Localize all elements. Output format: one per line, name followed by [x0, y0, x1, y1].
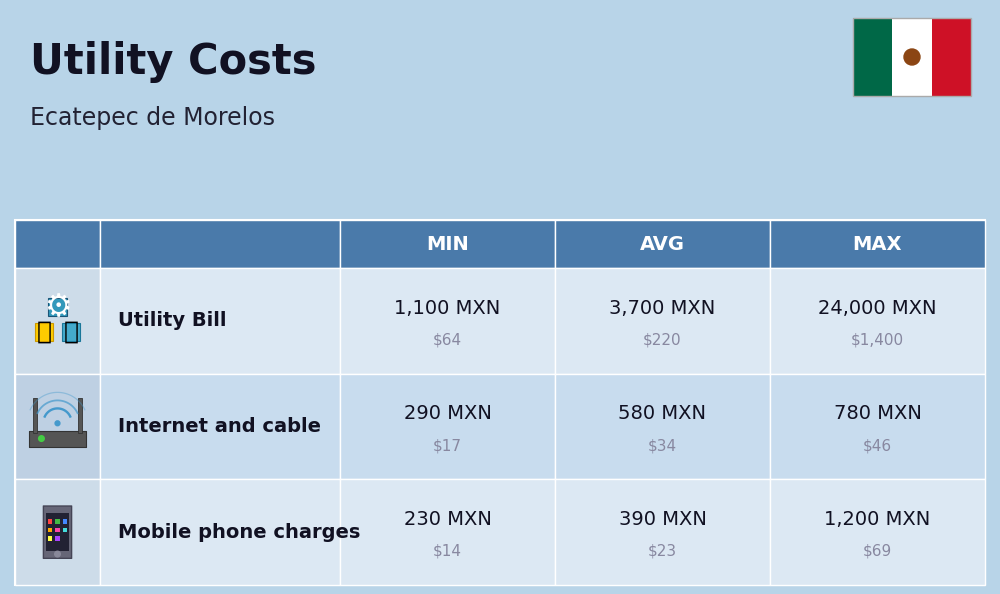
Bar [555, 479, 770, 585]
Bar [770, 268, 985, 374]
Text: 💧: 💧 [64, 320, 79, 344]
Bar [555, 220, 770, 268]
Text: Mobile phone charges: Mobile phone charges [118, 523, 360, 542]
Text: $17: $17 [433, 438, 462, 453]
Text: $46: $46 [863, 438, 892, 453]
Bar [48, 536, 52, 541]
Text: Ecatepec de Morelos: Ecatepec de Morelos [30, 106, 275, 130]
Bar [770, 479, 985, 585]
Bar [63, 527, 67, 532]
Bar [55, 519, 60, 524]
Text: 1,200 MXN: 1,200 MXN [824, 510, 931, 529]
Text: $1,400: $1,400 [851, 333, 904, 347]
Bar [48, 298, 67, 316]
Bar [770, 374, 985, 479]
Bar [48, 527, 52, 532]
Text: 780 MXN: 780 MXN [834, 405, 921, 424]
Bar [15, 220, 985, 585]
Bar [15, 268, 100, 374]
Bar [555, 374, 770, 479]
Bar [55, 536, 60, 541]
Bar [892, 18, 932, 96]
Bar [33, 399, 37, 432]
Circle shape [904, 49, 920, 65]
Text: MAX: MAX [853, 235, 902, 254]
Text: 390 MXN: 390 MXN [619, 510, 706, 529]
Text: $14: $14 [433, 544, 462, 559]
Bar [15, 374, 100, 479]
Bar [100, 220, 340, 268]
Bar [55, 527, 60, 532]
Text: Utility Costs: Utility Costs [30, 41, 316, 83]
Bar [15, 479, 100, 585]
Bar [63, 519, 67, 524]
Text: 1,100 MXN: 1,100 MXN [394, 299, 501, 318]
Text: 🔌: 🔌 [36, 320, 51, 344]
FancyBboxPatch shape [43, 506, 72, 558]
Text: 230 MXN: 230 MXN [404, 510, 491, 529]
Bar [100, 268, 340, 374]
Bar [340, 374, 555, 479]
Circle shape [55, 551, 60, 557]
Text: AVG: AVG [640, 235, 685, 254]
Bar [853, 18, 892, 96]
Text: 290 MXN: 290 MXN [404, 405, 491, 424]
Text: 580 MXN: 580 MXN [618, 405, 706, 424]
Bar [35, 323, 53, 341]
Bar [340, 268, 555, 374]
Text: $34: $34 [648, 438, 677, 453]
Text: MIN: MIN [426, 235, 469, 254]
Bar [340, 479, 555, 585]
Text: Utility Bill: Utility Bill [118, 311, 226, 330]
Text: 3,700 MXN: 3,700 MXN [609, 299, 716, 318]
Bar [100, 374, 340, 479]
Bar [770, 220, 985, 268]
Bar [62, 323, 80, 341]
Text: Internet and cable: Internet and cable [118, 417, 321, 436]
Bar [100, 479, 340, 585]
Bar [15, 220, 100, 268]
Text: $220: $220 [643, 333, 682, 347]
Text: 24,000 MXN: 24,000 MXN [818, 299, 937, 318]
Bar [340, 220, 555, 268]
Bar [48, 519, 52, 524]
Circle shape [55, 421, 60, 426]
Bar [853, 18, 971, 96]
Bar [78, 399, 82, 432]
Bar [46, 513, 69, 551]
Text: $69: $69 [863, 544, 892, 559]
Text: $64: $64 [433, 333, 462, 347]
Bar [29, 431, 86, 447]
Bar [555, 268, 770, 374]
Text: $23: $23 [648, 544, 677, 559]
Bar [932, 18, 971, 96]
Text: ⚙: ⚙ [44, 293, 71, 322]
Circle shape [39, 436, 44, 441]
